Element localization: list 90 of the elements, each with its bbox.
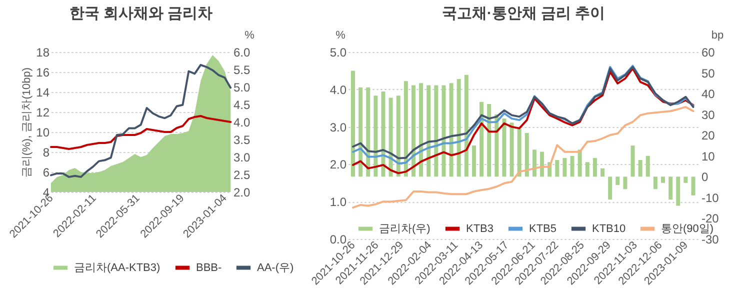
y-tick-label: 1.0 — [330, 195, 347, 210]
legend-label: BBB- — [196, 262, 222, 274]
bar — [472, 146, 476, 177]
y2-tick-label: 3.5 — [234, 133, 251, 147]
y2-tick-label: 5.5 — [234, 63, 251, 77]
bar — [487, 104, 492, 177]
y-tick-label: 10 — [36, 126, 50, 140]
bar — [570, 156, 574, 177]
y2-tick-label: 4.0 — [234, 116, 251, 130]
y-axis-title: % — [336, 30, 346, 42]
y-axis-title: 금리(%), 금리차(10bp) — [21, 67, 34, 178]
bar — [540, 152, 544, 177]
bar — [388, 98, 393, 177]
bar — [358, 87, 363, 177]
bar — [502, 118, 506, 177]
bar — [434, 85, 438, 177]
bar — [691, 176, 696, 196]
y2-tick-label: -10 — [702, 190, 720, 205]
bar — [623, 176, 628, 190]
bar — [510, 122, 514, 177]
chart-title: 한국 회사채와 금리차 — [69, 5, 213, 22]
y2-tick-label: 2.0 — [234, 186, 251, 200]
legend-label: 통안(90일) — [661, 222, 714, 235]
bar — [449, 83, 454, 177]
y2-tick-label: 10 — [702, 149, 716, 164]
bar — [600, 168, 605, 177]
bar — [684, 176, 688, 183]
legend-label: KTB3 — [466, 222, 494, 235]
y2-tick-label: 2.5 — [234, 168, 251, 182]
bar — [592, 158, 597, 177]
y2-tick-label: 6.0 — [234, 46, 251, 60]
y-tick-label: 14 — [36, 86, 50, 100]
legend-label: KTB10 — [592, 222, 626, 235]
bar — [442, 85, 446, 177]
y2-tick-label: 50 — [702, 66, 716, 80]
bar — [524, 133, 529, 177]
bar — [578, 150, 582, 177]
y2-tick-label: 60 — [702, 46, 716, 60]
bar — [616, 176, 620, 185]
bar — [351, 70, 355, 177]
bar — [366, 87, 370, 177]
bar — [532, 150, 536, 177]
bar — [638, 160, 642, 177]
line-series — [50, 64, 232, 178]
y-tick-label: 4.0 — [330, 82, 347, 97]
bar — [426, 85, 431, 177]
bar — [464, 74, 468, 177]
bar — [668, 176, 673, 200]
bar — [419, 83, 424, 177]
y-tick-label: 16 — [36, 66, 50, 80]
y2-tick-label: 30 — [702, 108, 716, 122]
y-tick-label: 18 — [36, 46, 50, 60]
y2-tick-label: 3.0 — [234, 150, 251, 164]
y2-tick-label: 5.0 — [234, 80, 251, 94]
y2-tick-label: 0 — [702, 170, 708, 184]
line-series — [352, 106, 694, 209]
y-tick-label: 12 — [36, 106, 50, 120]
y-tick-label: 8 — [42, 146, 50, 160]
y-tick-label: 2.0 — [330, 158, 347, 172]
legend-label: KTB5 — [529, 222, 557, 235]
y2-axis-title: bp — [711, 30, 724, 42]
bar — [676, 176, 680, 206]
chart-title: 국고채·통안채 금리 추이 — [442, 5, 606, 22]
y2-tick-label: 4.5 — [234, 98, 251, 112]
bar — [608, 176, 612, 200]
y-tick-label: 0.0 — [330, 232, 347, 246]
bar — [630, 146, 635, 177]
bar — [585, 162, 590, 177]
bar — [374, 96, 378, 177]
bar — [653, 176, 658, 190]
line-series — [50, 115, 232, 150]
y2-tick-label: 40 — [702, 87, 716, 102]
bar — [396, 96, 400, 177]
bar — [411, 85, 416, 177]
y2-tick-label: 20 — [702, 128, 716, 143]
bar — [646, 156, 650, 177]
legend-label: 금리차(우) — [379, 222, 430, 235]
bar — [562, 158, 567, 177]
y-tick-label: 5.0 — [330, 46, 347, 60]
bar — [517, 128, 522, 177]
bar — [404, 81, 408, 177]
legend-label: AA-(우) — [257, 262, 294, 274]
y-tick-label: 6 — [42, 166, 50, 180]
y2-axis-title: % — [244, 30, 255, 42]
bar — [555, 160, 560, 177]
bar — [456, 79, 461, 177]
legend-label: 금리차(AA-KTB3) — [74, 262, 160, 274]
bar — [381, 91, 386, 177]
bar — [661, 176, 665, 183]
y-tick-label: 3.0 — [330, 120, 347, 134]
